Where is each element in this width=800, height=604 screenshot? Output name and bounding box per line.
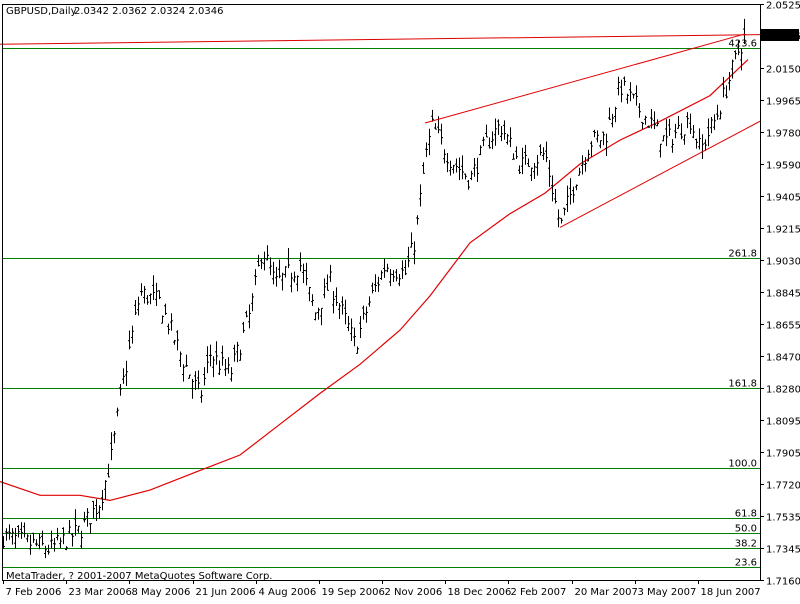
fibo-label: 50.0 xyxy=(735,524,757,535)
y-tick-label: 1.9590 xyxy=(766,161,800,172)
y-tick-label: 1.8845 xyxy=(766,289,800,300)
chart-header-symbol: GBPUSD,Daily xyxy=(6,6,77,17)
copyright-text: MetaTrader, ? 2001-2007 MetaQuotes Softw… xyxy=(6,571,272,582)
y-tick-label: 1.8280 xyxy=(766,385,800,396)
fibo-label: 261.8 xyxy=(728,249,757,260)
x-tick-label: 19 Sep 2006 xyxy=(322,587,385,598)
x-tick-label: 3 May 2007 xyxy=(638,587,697,598)
y-tick-label: 1.9215 xyxy=(766,225,800,236)
x-tick-label: 18 Dec 2006 xyxy=(448,587,512,598)
fibo-label: 100.0 xyxy=(728,459,757,470)
y-tick-label: 1.8655 xyxy=(766,321,800,332)
x-tick-label: 18 Jun 2007 xyxy=(701,587,761,598)
x-tick-label: 2 Feb 2007 xyxy=(511,587,567,598)
x-tick-label: 20 Mar 2007 xyxy=(575,587,638,598)
fibo-label: 38.2 xyxy=(735,539,757,550)
current-price-label: 2.0346 xyxy=(765,31,800,42)
y-tick-label: 1.7345 xyxy=(766,545,800,556)
x-tick-label: 21 Jun 2006 xyxy=(196,587,256,598)
y-tick-label: 1.9030 xyxy=(766,257,800,268)
x-tick-label: 2 Nov 2006 xyxy=(385,587,443,598)
fibo-label: 161.8 xyxy=(728,379,757,390)
x-tick-label: 4 Aug 2006 xyxy=(259,587,317,598)
x-tick-label: 8 May 2006 xyxy=(132,587,191,598)
y-tick-label: 1.7535 xyxy=(766,513,800,524)
fibo-label: 61.8 xyxy=(735,509,757,520)
y-tick-label: 1.7160 xyxy=(766,577,800,588)
y-tick-label: 2.0150 xyxy=(766,65,800,76)
x-tick-label: 7 Feb 2006 xyxy=(6,587,62,598)
y-tick-label: 2.0525 xyxy=(766,1,800,12)
y-tick-label: 1.7905 xyxy=(766,449,800,460)
fibo-label: 23.6 xyxy=(735,558,757,569)
x-tick-label: 23 Mar 2006 xyxy=(69,587,132,598)
fibo-label: 423.6 xyxy=(728,39,757,50)
y-tick-label: 1.9405 xyxy=(766,193,800,204)
y-tick-label: 1.7720 xyxy=(766,481,800,492)
chart-header-ohlc: 2.0342 2.0362 2.0324 2.0346 xyxy=(74,6,224,17)
y-tick-label: 1.8095 xyxy=(766,417,800,428)
y-tick-label: 1.9780 xyxy=(766,129,800,140)
y-tick-label: 1.9965 xyxy=(766,97,800,108)
y-tick-label: 1.8470 xyxy=(766,353,800,364)
